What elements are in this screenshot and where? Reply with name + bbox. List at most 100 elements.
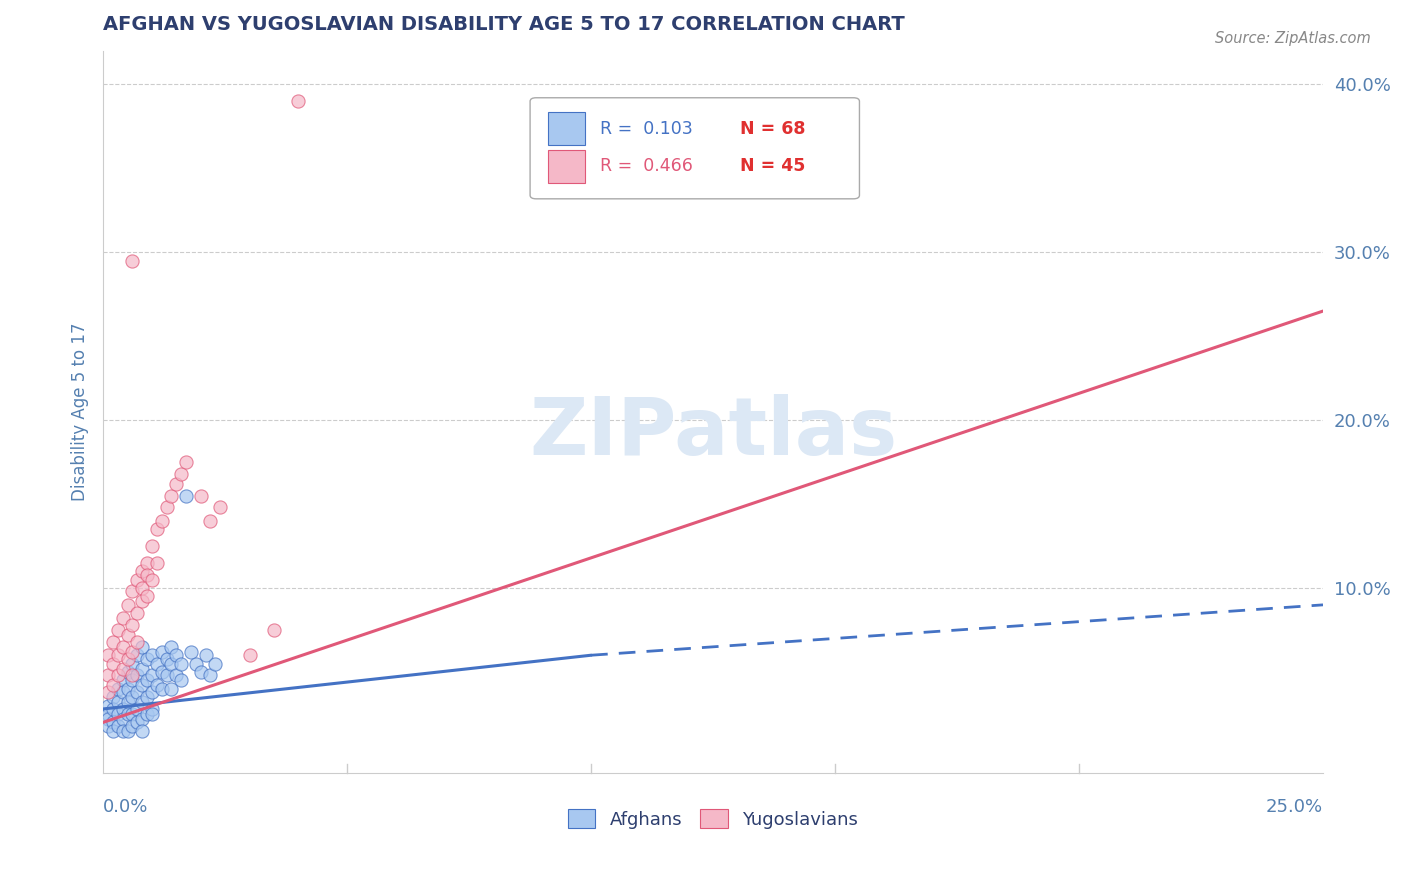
Point — [146, 657, 169, 671]
Point — [287, 94, 309, 108]
FancyBboxPatch shape — [530, 98, 859, 199]
Text: 25.0%: 25.0% — [1265, 798, 1323, 816]
Point — [101, 715, 124, 730]
Point — [121, 719, 143, 733]
Point — [194, 648, 217, 663]
Point — [121, 618, 143, 632]
Point — [238, 648, 260, 663]
Point — [200, 668, 222, 682]
Point — [127, 634, 149, 648]
Point — [97, 648, 120, 663]
Y-axis label: Disability Age 5 to 17: Disability Age 5 to 17 — [72, 323, 89, 501]
Point — [111, 702, 134, 716]
Point — [121, 253, 143, 268]
Point — [127, 648, 149, 663]
Point — [131, 712, 153, 726]
Point — [121, 584, 143, 599]
Legend: Afghans, Yugoslavians: Afghans, Yugoslavians — [561, 802, 865, 836]
Point — [117, 723, 139, 738]
Point — [127, 702, 149, 716]
Text: ZIPatlas: ZIPatlas — [529, 394, 897, 473]
Point — [170, 673, 193, 688]
Point — [97, 706, 120, 721]
Point — [131, 723, 153, 738]
Point — [107, 648, 129, 663]
Point — [107, 706, 129, 721]
Point — [97, 712, 120, 726]
Point — [160, 657, 183, 671]
Point — [111, 640, 134, 654]
Point — [141, 702, 163, 716]
Point — [107, 623, 129, 637]
Point — [97, 698, 120, 713]
Point — [209, 500, 232, 515]
Point — [131, 695, 153, 709]
Point — [136, 556, 159, 570]
Point — [136, 706, 159, 721]
Point — [127, 668, 149, 682]
Point — [101, 657, 124, 671]
Point — [141, 685, 163, 699]
Point — [155, 651, 177, 665]
Point — [121, 690, 143, 705]
Point — [117, 665, 139, 679]
Point — [150, 645, 173, 659]
Point — [136, 690, 159, 705]
Point — [127, 685, 149, 699]
Point — [190, 665, 212, 679]
Point — [101, 634, 124, 648]
Point — [146, 678, 169, 692]
Point — [141, 539, 163, 553]
Point — [101, 702, 124, 716]
Point — [141, 668, 163, 682]
Point — [111, 673, 134, 688]
Point — [146, 522, 169, 536]
Point — [174, 489, 197, 503]
Point — [121, 645, 143, 659]
Point — [121, 657, 143, 671]
Text: Source: ZipAtlas.com: Source: ZipAtlas.com — [1215, 31, 1371, 46]
Point — [101, 678, 124, 692]
Text: N = 45: N = 45 — [740, 157, 806, 176]
Point — [117, 598, 139, 612]
Point — [174, 455, 197, 469]
Point — [117, 695, 139, 709]
Point — [150, 514, 173, 528]
Point — [121, 706, 143, 721]
Point — [111, 662, 134, 676]
Point — [107, 695, 129, 709]
Point — [170, 467, 193, 481]
Text: R =  0.103: R = 0.103 — [599, 120, 692, 137]
Text: R =  0.466: R = 0.466 — [599, 157, 693, 176]
Point — [136, 673, 159, 688]
Point — [117, 651, 139, 665]
Point — [136, 567, 159, 582]
Point — [117, 706, 139, 721]
Point — [127, 573, 149, 587]
Point — [121, 673, 143, 688]
Point — [111, 723, 134, 738]
Point — [131, 678, 153, 692]
Point — [141, 573, 163, 587]
Point — [150, 681, 173, 696]
Point — [117, 681, 139, 696]
Point — [131, 564, 153, 578]
Point — [263, 623, 285, 637]
Point — [131, 640, 153, 654]
Text: N = 68: N = 68 — [740, 120, 806, 137]
Point — [101, 690, 124, 705]
Point — [107, 719, 129, 733]
Point — [180, 645, 202, 659]
Point — [127, 607, 149, 621]
Point — [165, 477, 187, 491]
Text: AFGHAN VS YUGOSLAVIAN DISABILITY AGE 5 TO 17 CORRELATION CHART: AFGHAN VS YUGOSLAVIAN DISABILITY AGE 5 T… — [103, 15, 905, 34]
Point — [170, 657, 193, 671]
Point — [97, 668, 120, 682]
Point — [131, 662, 153, 676]
Point — [127, 715, 149, 730]
Point — [165, 668, 187, 682]
Text: 0.0%: 0.0% — [103, 798, 149, 816]
Point — [111, 712, 134, 726]
Point — [141, 706, 163, 721]
Point — [111, 685, 134, 699]
